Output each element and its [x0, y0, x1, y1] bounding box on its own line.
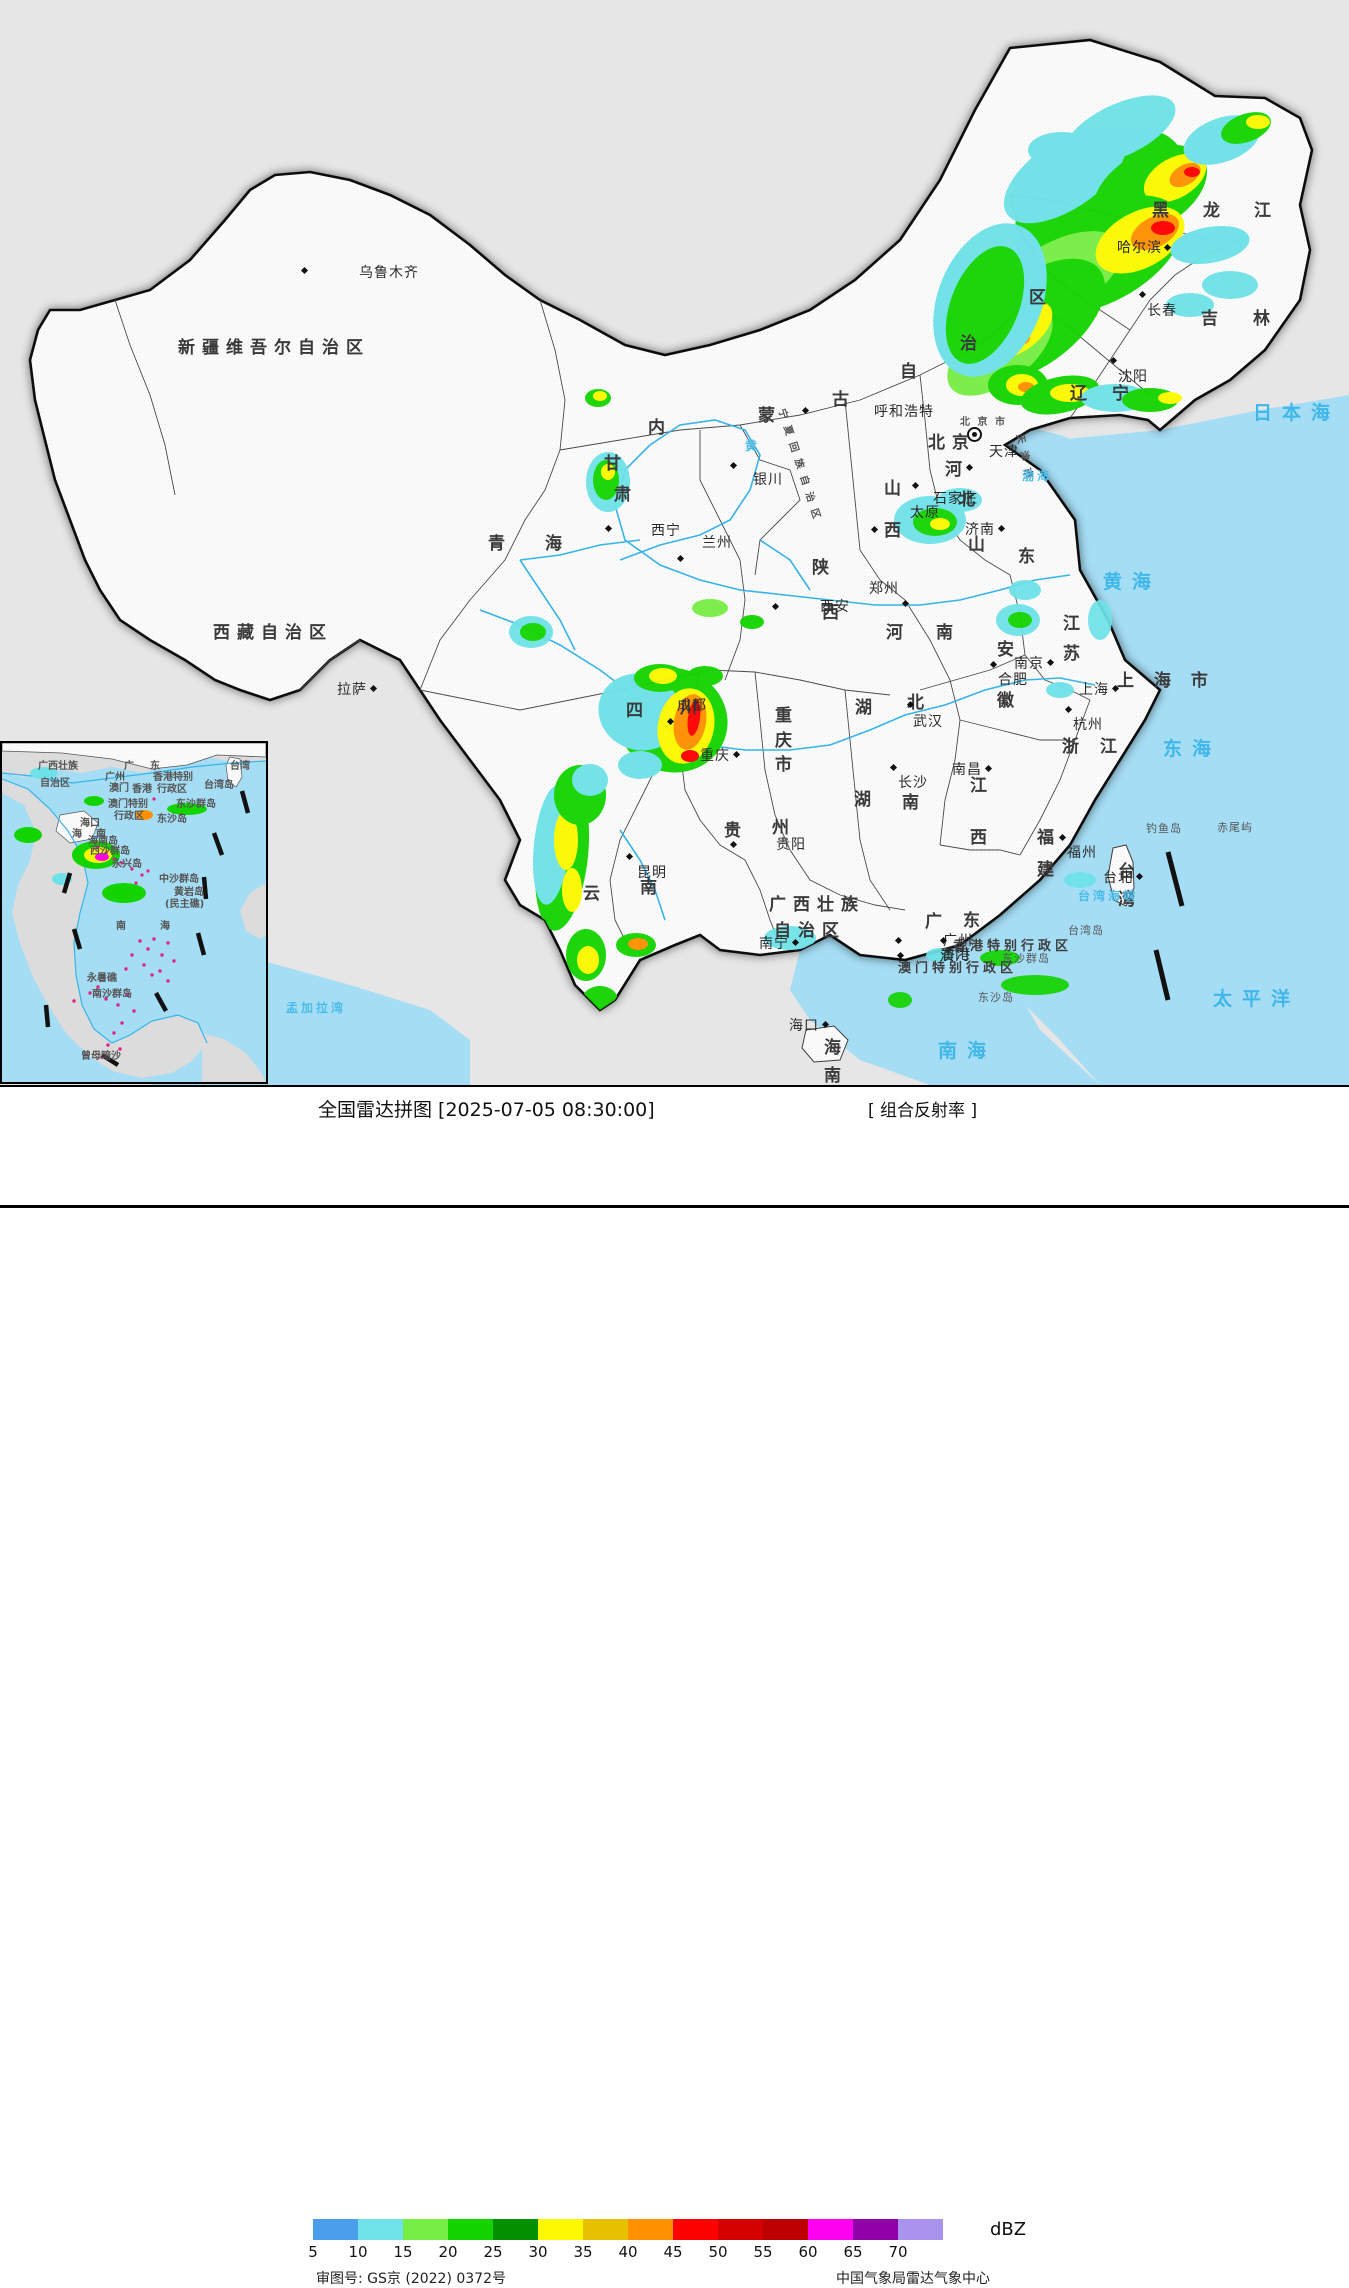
- colorbar-tick-30: 30: [528, 2243, 548, 2261]
- colorbar-tick-15: 15: [393, 2243, 413, 2261]
- page-title: 全国雷达拼图 [2025-07-05 08:30:00]: [318, 1099, 655, 1121]
- capital-marker-icon: [967, 427, 982, 442]
- colorbar-tick-35: 35: [573, 2243, 593, 2261]
- approval-number: 审图号: GS京 (2022) 0372号: [316, 2271, 506, 2287]
- colorbar-tick-10: 10: [348, 2243, 368, 2261]
- colorbar-swatch-15: [403, 2219, 448, 2240]
- colorbar-tick-25: 25: [483, 2243, 503, 2261]
- colorbar-tick-40: 40: [618, 2243, 638, 2261]
- colorbar-swatch-40: [628, 2219, 673, 2240]
- colorbar-swatch-65: [853, 2219, 898, 2240]
- taiwan-island: [1107, 844, 1135, 907]
- inset-map: [2, 743, 266, 1082]
- legend-panel: 全国雷达拼图 [2025-07-05 08:30:00] [ 组合反射率 ] d…: [0, 1085, 1349, 2287]
- colorbar-swatch-50: [718, 2219, 763, 2240]
- colorbar-tick-20: 20: [438, 2243, 458, 2261]
- colorbar-tick-70: 70: [888, 2243, 908, 2261]
- colorbar-swatch-5: [313, 2219, 358, 2240]
- dbz-colorbar[interactable]: [313, 2219, 943, 2240]
- colorbar-swatch-20: [448, 2219, 493, 2240]
- colorbar-tick-50: 50: [708, 2243, 728, 2261]
- offshore-echoes: [888, 600, 1112, 1008]
- colorbar-swatch-45: [673, 2219, 718, 2240]
- colorbar-tick-55: 55: [753, 2243, 773, 2261]
- colorbar-swatch-35: [583, 2219, 628, 2240]
- radar-echo-layer: [509, 95, 1271, 1010]
- colorbar-swatch-55: [763, 2219, 808, 2240]
- colorbar-tick-45: 45: [663, 2243, 683, 2261]
- hainan-island: [801, 1025, 849, 1063]
- colorbar-swatch-60: [808, 2219, 853, 2240]
- colorbar-swatch-25: [493, 2219, 538, 2240]
- dbz-unit-label: dBZ: [990, 2219, 1027, 2240]
- product-type-label: [ 组合反射率 ]: [868, 1101, 978, 1121]
- radar-map-panel[interactable]: 新疆维吾尔自治区 西藏自治区青海内蒙古自治区甘肃宁 夏 回 族 自 治 区陕西山西…: [0, 0, 1349, 1085]
- legend-title-row: 全国雷达拼图 [2025-07-05 08:30:00] [ 组合反射率 ]: [0, 1095, 1349, 1121]
- colorbar-tick-60: 60: [798, 2243, 818, 2261]
- dbz-tick-labels: 5 10 15 20 25 30 35 40 45 50 55 60 65 70: [0, 2243, 1349, 2263]
- colorbar-swatch-70: [898, 2219, 943, 2240]
- nine-dash-line: [1153, 851, 1185, 1001]
- rivers: [479, 419, 1096, 921]
- colorbar-swatch-30: [538, 2219, 583, 2240]
- colorbar-swatch-10: [358, 2219, 403, 2240]
- organization-label: 中国气象局雷达气象中心: [836, 2271, 990, 2287]
- south-china-sea-inset[interactable]: 广西壮族 自治区广东台湾 广州 香港特别 行政区 台湾岛 澳门 香港 澳门特别 行政区 东沙群岛 东沙…: [0, 741, 268, 1084]
- colorbar-tick-65: 65: [843, 2243, 863, 2261]
- colorbar-tick-5: 5: [308, 2243, 318, 2261]
